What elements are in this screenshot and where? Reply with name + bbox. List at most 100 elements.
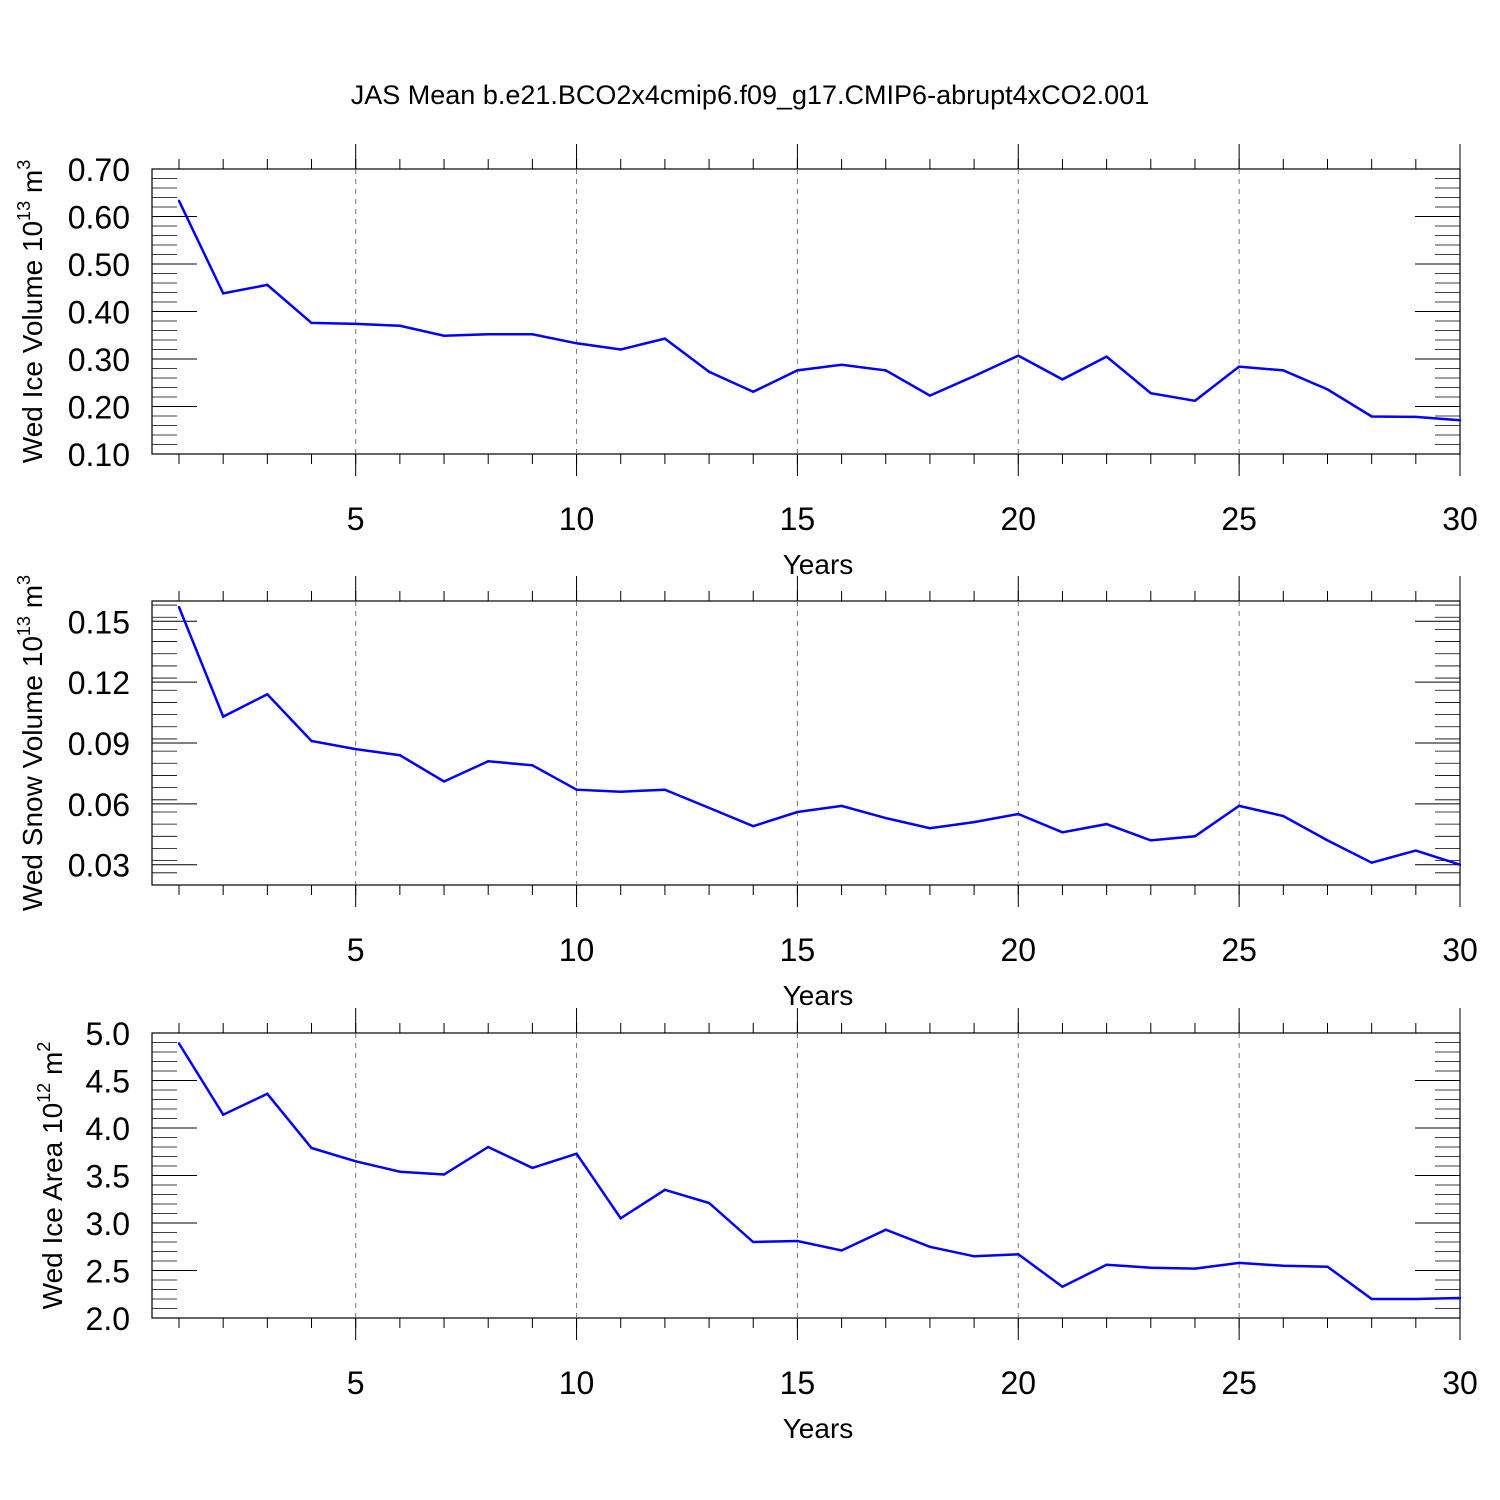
series-line xyxy=(177,606,1461,866)
data-point xyxy=(752,390,755,393)
figure-title: JAS Mean b.e21.BCO2x4cmip6.f09_g17.CMIP6… xyxy=(350,80,1150,110)
series-line xyxy=(177,1042,1461,1301)
data-point xyxy=(1105,822,1108,826)
x-tick-label: 25 xyxy=(1221,1365,1257,1401)
data-point xyxy=(1237,804,1241,808)
plot-frame xyxy=(151,168,1461,455)
data-point xyxy=(310,1146,313,1150)
data-point xyxy=(1061,378,1064,381)
data-point xyxy=(398,753,402,757)
y-tick-label: 0.50 xyxy=(68,247,130,283)
data-point xyxy=(972,374,976,378)
y-axis-label-text: Wed Ice Volume 10 xyxy=(17,221,48,463)
data-point xyxy=(487,333,490,336)
data-point xyxy=(1149,392,1152,395)
data-point xyxy=(266,1092,269,1096)
panel-ice-area: 5 10 15 20 25 30 2.0 2.5 3.0 3.5 4.0 4.5 5.0 Years Wed… xyxy=(34,1008,1478,1444)
y-tick-label: 4.0 xyxy=(86,1111,130,1147)
y-axis-label-unit: m xyxy=(17,585,48,616)
data-point xyxy=(1237,365,1241,368)
y-axis-label-unit-exponent: 3 xyxy=(14,575,34,585)
data-point xyxy=(840,804,843,808)
y-tick-label: 0.30 xyxy=(68,342,130,378)
y-tick-label: 0.10 xyxy=(68,437,130,473)
data-point xyxy=(1282,1264,1285,1267)
x-tick-label: 25 xyxy=(1221,932,1257,968)
x-tick-label: 15 xyxy=(780,1365,816,1401)
y-axis-label: Wed Snow Volume 1013 m3 xyxy=(14,575,48,911)
x-tick-label: 15 xyxy=(780,932,816,968)
x-tick-label: 30 xyxy=(1442,932,1478,968)
data-point xyxy=(354,322,357,326)
data-point xyxy=(310,321,313,325)
plot-frame xyxy=(151,600,1461,886)
data-point xyxy=(1061,1285,1064,1288)
data-point xyxy=(221,292,225,295)
data-point xyxy=(1061,831,1064,834)
y-tick-label: 0.12 xyxy=(68,665,130,701)
y-tick-label: 0.06 xyxy=(68,787,130,823)
y-axis-label-text: Wed Ice Area 10 xyxy=(37,1103,68,1310)
x-tick-label: 5 xyxy=(347,1365,365,1401)
x-tick-label: 10 xyxy=(559,1365,595,1401)
data-point xyxy=(972,1255,976,1258)
data-point xyxy=(1017,812,1020,816)
data-point xyxy=(707,806,711,810)
data-point xyxy=(1193,399,1197,402)
y-axis-label-text: Wed Snow Volume 10 xyxy=(17,636,48,911)
data-point xyxy=(487,1145,490,1149)
x-axis-label: Years xyxy=(783,1413,854,1444)
y-axis-label-exponent: 13 xyxy=(14,201,34,221)
x-tick-label: 25 xyxy=(1221,501,1257,537)
y-tick-label: 2.5 xyxy=(86,1254,130,1290)
y-axis-label-unit: m xyxy=(17,170,48,201)
data-point xyxy=(531,764,534,767)
data-point xyxy=(840,1249,843,1252)
data-point xyxy=(752,824,755,828)
x-tick-label: 20 xyxy=(1000,932,1036,968)
data-point xyxy=(1326,1265,1329,1268)
data-point xyxy=(1458,419,1462,422)
data-point xyxy=(884,816,887,820)
data-point xyxy=(840,363,843,366)
x-tick-label: 5 xyxy=(347,501,365,537)
data-point xyxy=(884,369,887,372)
data-point xyxy=(663,337,667,340)
data-point xyxy=(1237,1261,1241,1265)
data-point xyxy=(442,780,446,783)
data-point xyxy=(575,342,578,345)
y-tick-label: 2.0 xyxy=(86,1301,130,1337)
data-point xyxy=(354,1160,357,1163)
data-point xyxy=(1414,1297,1418,1301)
data-point xyxy=(1017,1253,1020,1256)
data-point xyxy=(442,334,446,337)
data-point xyxy=(1282,369,1285,372)
data-point xyxy=(442,1173,446,1176)
data-point xyxy=(266,283,269,287)
x-tick-label: 20 xyxy=(1000,1365,1036,1401)
data-point xyxy=(1193,1267,1197,1270)
data-point xyxy=(177,199,181,203)
data-point xyxy=(398,1170,402,1173)
data-point xyxy=(1149,1266,1152,1269)
y-tick-label: 0.40 xyxy=(68,295,130,331)
data-point xyxy=(972,820,976,824)
data-point xyxy=(1105,355,1108,358)
y-tick-label: 4.5 xyxy=(86,1064,130,1100)
data-point xyxy=(1370,861,1373,864)
data-point xyxy=(1017,354,1020,357)
data-point xyxy=(1414,415,1418,419)
y-axis-label-exponent: 12 xyxy=(34,1083,54,1103)
panel-ice-volume: 5 10 15 20 25 30 0.10 0.20 0.30 0.40 0.50 0.60 0.70 Y… xyxy=(14,144,1478,580)
data-point xyxy=(619,348,622,351)
y-axis-label-exponent: 13 xyxy=(14,616,34,636)
y-tick-label: 0.09 xyxy=(68,726,130,762)
y-tick-label: 3.5 xyxy=(86,1159,130,1195)
data-point xyxy=(575,788,578,791)
data-point xyxy=(1326,388,1329,391)
data-point xyxy=(619,790,622,793)
data-point xyxy=(928,1245,932,1248)
data-point xyxy=(619,1217,622,1220)
series-line xyxy=(177,200,1461,422)
